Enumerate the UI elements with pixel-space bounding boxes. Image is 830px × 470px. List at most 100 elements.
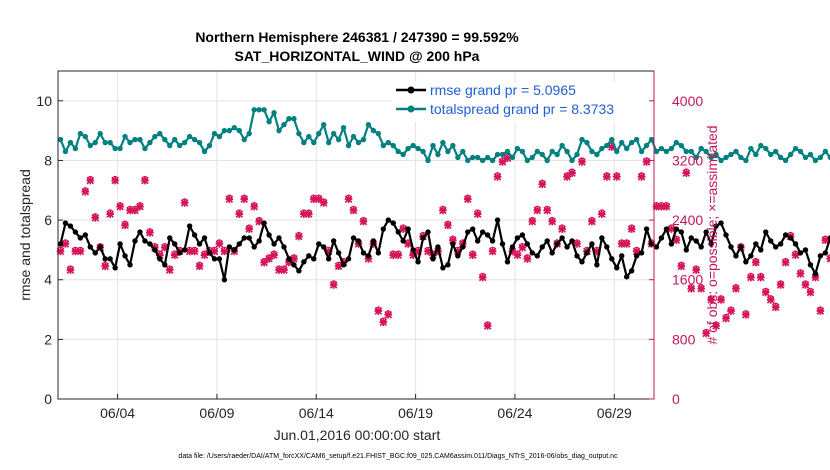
series-line-layer — [57, 107, 830, 283]
totalspread-point — [425, 157, 431, 164]
x-tick-label: 06/19 — [398, 405, 433, 421]
x-tick-label: 06/14 — [299, 405, 334, 421]
rmse-point — [281, 244, 287, 250]
totalspread-point — [683, 148, 689, 155]
rmse-point — [186, 223, 193, 229]
obs-assimilated-point — [732, 284, 740, 293]
rmse-point — [524, 241, 531, 247]
totalspread-point — [172, 136, 178, 143]
totalspread-point — [812, 157, 819, 164]
obs-assimilated-point — [766, 296, 775, 304]
totalspread-point — [623, 145, 630, 152]
totalspread-point — [196, 139, 203, 146]
obs-assimilated-point — [111, 176, 119, 185]
y2-tick-label: 2400 — [672, 212, 703, 228]
obs-assimilated-point — [811, 273, 820, 282]
totalspread-point — [365, 121, 372, 128]
rmse-point — [370, 238, 377, 244]
x-tick-label: 06/04 — [100, 405, 135, 421]
rmse-point — [693, 238, 699, 244]
totalspread-point — [519, 148, 526, 155]
y-tick-label: 6 — [44, 212, 52, 228]
totalspread-point — [658, 145, 665, 152]
totalspread-point — [797, 148, 804, 155]
obs-assimilated-point — [275, 266, 283, 274]
totalspread-point — [360, 136, 367, 143]
obs-assimilated-point — [185, 247, 194, 256]
totalspread-point — [465, 157, 471, 164]
totalspread-point — [827, 154, 830, 161]
totalspread-point — [772, 148, 779, 155]
obs-assimilated-point — [136, 202, 144, 211]
totalspread-point — [549, 148, 555, 155]
totalspread-point — [306, 133, 312, 140]
rmse-point — [191, 232, 198, 238]
totalspread-point — [817, 154, 824, 161]
obs-assimilated-point — [593, 247, 601, 256]
totalspread-point — [792, 145, 799, 152]
totalspread-point — [673, 139, 680, 146]
totalspread-point — [619, 139, 625, 146]
totalspread-point — [266, 118, 272, 125]
obs-assimilated-point — [414, 247, 422, 256]
obs-assimilated-point — [270, 251, 278, 259]
totalspread-point — [802, 154, 809, 161]
obs-assimilated-point — [503, 154, 512, 163]
obs-assimilated-point — [290, 255, 298, 263]
totalspread-point — [301, 139, 307, 146]
totalspread-point — [499, 151, 506, 158]
rmse-point — [251, 244, 257, 250]
x-tick-label: 06/24 — [497, 405, 532, 421]
rmse-point — [604, 244, 610, 250]
obs-assimilated-point — [141, 176, 149, 185]
rmse-point — [291, 262, 297, 268]
obs-assimilated-point — [170, 251, 179, 259]
obs-assimilated-point — [528, 217, 537, 226]
rmse-point — [122, 253, 128, 259]
totalspread-point — [385, 139, 391, 146]
totalspread-point — [594, 151, 600, 158]
rmse-point — [440, 265, 446, 271]
obs-assimilated-point — [180, 199, 189, 207]
totalspread-point — [132, 136, 138, 143]
rmse-point — [807, 262, 814, 268]
obs-assimilated-point — [210, 247, 219, 256]
obs-assimilated-point — [195, 262, 204, 271]
obs-assimilated-point — [558, 225, 566, 233]
rmse-point — [683, 247, 689, 253]
rmse-point — [201, 235, 208, 241]
rmse-point — [554, 241, 560, 247]
totalspread-point — [514, 145, 521, 152]
legend-box — [392, 82, 649, 122]
rmse-point — [296, 268, 302, 274]
rmse-point — [673, 226, 680, 232]
obs-assimilated-point — [76, 247, 85, 256]
totalspread-point — [345, 142, 352, 149]
totalspread-point — [112, 145, 118, 152]
totalspread-point — [335, 136, 342, 143]
obs-assimilated-point — [190, 247, 199, 256]
totalspread-point — [584, 139, 590, 146]
rmse-point — [768, 238, 774, 244]
totalspread-point — [271, 110, 277, 116]
totalspread-point — [733, 148, 739, 155]
totalspread-point — [107, 139, 113, 146]
obs-assimilated-point — [439, 206, 447, 215]
obs-assimilated-point — [86, 176, 95, 185]
plot-area — [58, 71, 654, 399]
y-axis-label: rmse and totalspread — [17, 169, 33, 301]
obs-assimilated-point — [449, 236, 457, 245]
obs-assimilated-point — [478, 273, 487, 282]
obs-assimilated-point — [265, 255, 273, 263]
y2-tick-label: 0 — [672, 391, 680, 407]
rmse-point — [425, 229, 431, 235]
obs-assimilated-point — [662, 202, 671, 211]
totalspread-point — [758, 142, 764, 149]
totalspread-point — [822, 148, 829, 155]
rmse-point — [738, 244, 744, 250]
totalspread-point — [599, 145, 605, 152]
obs-assimilated-point — [250, 202, 259, 211]
obs-assimilated-point — [712, 322, 720, 330]
rmse-point — [127, 262, 133, 268]
totalspread-point — [62, 148, 69, 155]
